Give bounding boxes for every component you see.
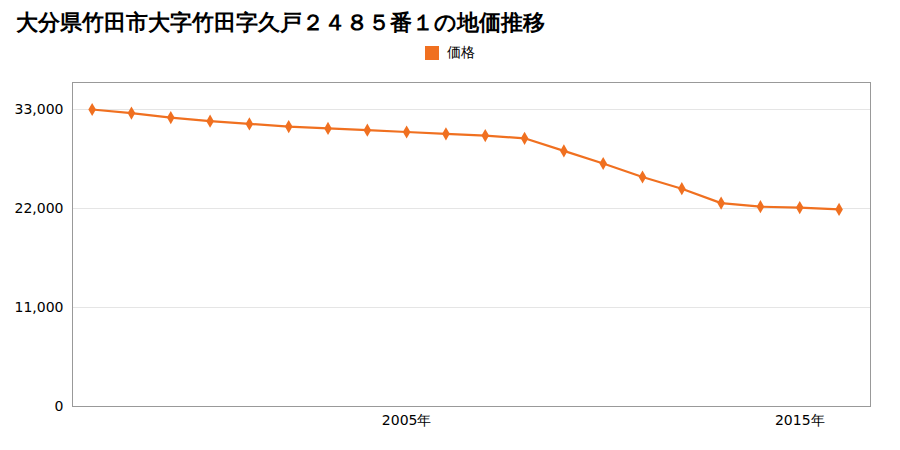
svg-text:11,000: 11,000 — [15, 299, 64, 315]
svg-text:22,000: 22,000 — [15, 200, 64, 216]
svg-text:33,000: 33,000 — [15, 101, 64, 117]
html-text:価格: 価格 — [447, 44, 475, 60]
svg-text:2005年: 2005年 — [382, 412, 432, 428]
html-text:大分県竹田市大字竹田字久戸２４８５番１の地価推移: 大分県竹田市大字竹田字久戸２４８５番１の地価推移 — [16, 10, 545, 35]
svg-text:2015年: 2015年 — [775, 412, 825, 428]
svg-text:0: 0 — [55, 398, 64, 414]
